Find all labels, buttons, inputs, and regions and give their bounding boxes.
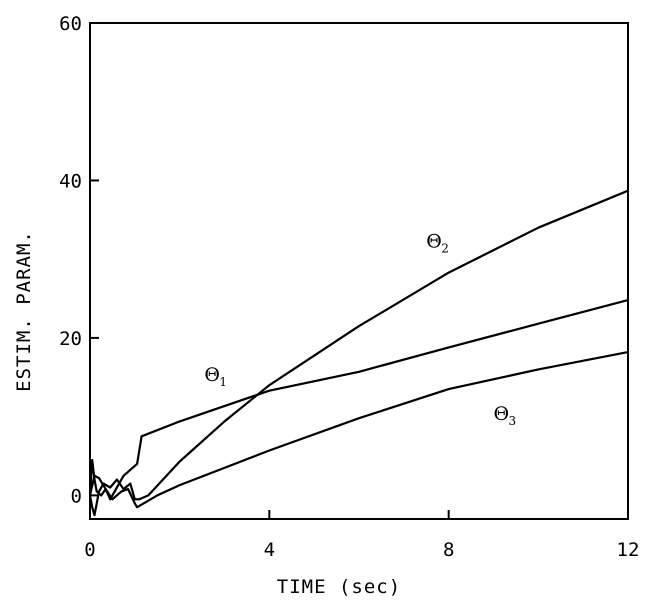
x-tick-label: 4 <box>264 539 275 561</box>
x-tick-label: 0 <box>84 539 95 561</box>
series-labels-group: Θ 1Θ 2Θ 3 <box>204 230 516 427</box>
y-tick-label: 40 <box>59 170 82 192</box>
series-label-subscript: 2 <box>441 241 449 255</box>
x-tick-label: 8 <box>443 539 454 561</box>
axis-title-group: ESTIM. PARAM. TIME (sec) <box>13 230 401 598</box>
series-line-theta-3 <box>88 351 629 509</box>
y-tick-label: 0 <box>71 485 82 507</box>
series-line-theta-1 <box>88 299 629 501</box>
x-axis-title: TIME (sec) <box>277 576 401 598</box>
series-label-symbol: Θ <box>204 364 220 386</box>
series-label-subscript: 3 <box>509 414 517 428</box>
x-tick-label: 12 <box>617 539 640 561</box>
series-line-theta-2 <box>88 189 629 517</box>
series-label-symbol: Θ <box>426 230 442 252</box>
series-group <box>88 189 629 517</box>
series-label-subscript: 1 <box>219 375 227 389</box>
y-tick-label: 60 <box>59 13 82 35</box>
y-axis-title: ESTIM. PARAM. <box>13 230 35 392</box>
series-label-symbol: Θ <box>494 403 510 425</box>
plot-frame <box>89 22 629 520</box>
y-tick-label: 20 <box>59 328 82 350</box>
